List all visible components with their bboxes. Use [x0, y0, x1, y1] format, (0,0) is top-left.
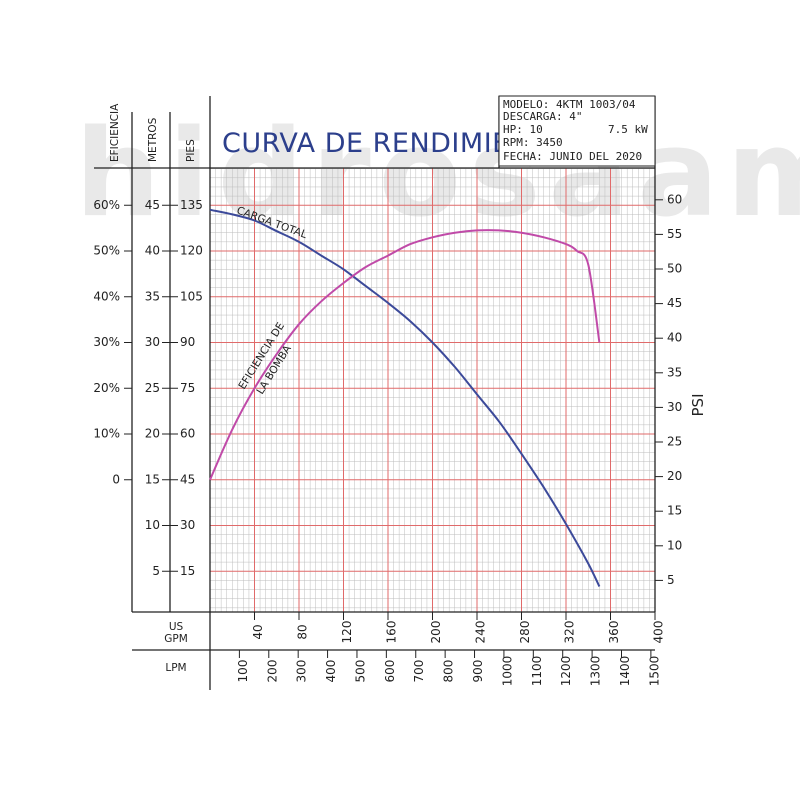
- metros-tick-label: 45: [145, 198, 160, 212]
- info-modelo: MODELO: 4KTM 1003/04: [503, 98, 636, 111]
- psi-tick-label: 50: [667, 262, 682, 276]
- psi-tick-label: 20: [667, 469, 682, 483]
- metros-tick-label: 20: [145, 427, 160, 441]
- lpm-tick-label: 1200: [559, 656, 573, 687]
- info-fecha: FECHA: JUNIO DEL 2020: [503, 150, 642, 163]
- eficiencia-tick-label: 40%: [93, 289, 120, 303]
- psi-tick-label: 55: [667, 227, 682, 241]
- psi-tick-label: 15: [667, 504, 682, 518]
- pies-tick-label: 90: [180, 335, 195, 349]
- watermark: hidrosaam: [75, 105, 800, 244]
- eficiencia-tick-label: 10%: [93, 427, 120, 441]
- lpm-tick-label: 1100: [530, 656, 544, 687]
- lpm-tick-label: 100: [236, 660, 250, 683]
- lpm-tick-label: 900: [471, 660, 485, 683]
- axis-label-metros: METROS: [147, 117, 159, 162]
- curve-carga-total: [209, 208, 601, 587]
- gpm-tick-label: 120: [340, 621, 354, 644]
- lpm-tick-label: 1300: [589, 656, 603, 687]
- info-box: [498, 95, 656, 167]
- gpm-tick-label: 80: [296, 624, 310, 639]
- metros-tick-label: 10: [145, 518, 160, 532]
- info-hp: HP: 10: [503, 123, 543, 136]
- psi-tick-label: 40: [667, 331, 682, 345]
- lpm-tick-label: 1400: [618, 656, 632, 687]
- pies-tick-label: 30: [180, 518, 195, 532]
- info-rpm: RPM: 3450: [503, 136, 563, 149]
- lpm-tick-label: 300: [295, 660, 309, 683]
- psi-tick-label: 30: [667, 400, 682, 414]
- lpm-tick-label: 1000: [500, 656, 514, 687]
- psi-tick-label: 10: [667, 538, 682, 552]
- psi-tick-label: 35: [667, 365, 682, 379]
- gpm-tick-label: 360: [607, 621, 621, 644]
- eficiencia-tick-label: 0: [112, 472, 120, 486]
- pies-tick-label: 45: [180, 472, 195, 486]
- pies-tick-label: 15: [180, 564, 195, 578]
- lpm-tick-label: 800: [442, 660, 456, 683]
- psi-tick-label: 60: [667, 192, 682, 206]
- gpm-tick-label: 160: [385, 621, 399, 644]
- gpm-tick-label: 240: [474, 621, 488, 644]
- lpm-tick-label: 700: [412, 660, 426, 683]
- metros-tick-label: 35: [145, 289, 160, 303]
- eficiencia-tick-label: 20%: [93, 381, 120, 395]
- eficiencia-tick-label: 50%: [93, 244, 120, 258]
- gpm-tick-label: 200: [429, 621, 443, 644]
- lpm-tick-label: 500: [353, 660, 367, 683]
- metros-tick-label: 40: [145, 244, 160, 258]
- axis-label-lpm: LPM: [165, 662, 186, 674]
- lpm-tick-label: 200: [265, 660, 279, 683]
- eficiencia-tick-label: 60%: [93, 198, 120, 212]
- lpm-tick-label: 400: [324, 660, 338, 683]
- eficiencia-tick-label: 30%: [93, 335, 120, 349]
- pies-tick-label: 60: [180, 427, 195, 441]
- pies-tick-label: 120: [180, 244, 203, 258]
- pies-tick-label: 105: [180, 289, 203, 303]
- metros-tick-label: 30: [145, 335, 160, 349]
- metros-tick-label: 5: [152, 564, 160, 578]
- psi-tick-label: 45: [667, 296, 682, 310]
- psi-tick-label: 5: [667, 573, 675, 587]
- lpm-tick-label: 600: [383, 660, 397, 683]
- gpm-tick-label: 280: [518, 621, 532, 644]
- axis-label-pies: PIES: [185, 139, 197, 162]
- metros-tick-label: 15: [145, 472, 160, 486]
- axis-label-psi: PSI: [689, 394, 707, 417]
- axis-label-gpm-line1: US: [169, 621, 184, 633]
- chart-frame: [94, 96, 656, 690]
- info-kw: 7.5 kW: [608, 123, 648, 136]
- lpm-tick-label: 1500: [647, 656, 661, 687]
- psi-tick-label: 25: [667, 435, 682, 449]
- curves: [209, 208, 601, 587]
- axis-label-eficiencia: EFICIENCIA: [109, 103, 121, 162]
- pies-tick-label: 75: [180, 381, 195, 395]
- tick-labels: 60%50%40%30%20%10%0454035302520151051351…: [93, 192, 682, 686]
- info-descarga: DESCARGA: 4": [503, 110, 582, 123]
- axis-label-gpm-line2: GPM: [164, 633, 188, 645]
- gpm-tick-label: 400: [652, 621, 666, 644]
- metros-tick-label: 25: [145, 381, 160, 395]
- curve-eficiencia: [209, 229, 601, 481]
- gpm-tick-label: 40: [251, 624, 265, 639]
- gpm-tick-label: 320: [563, 621, 577, 644]
- pies-tick-label: 135: [180, 198, 203, 212]
